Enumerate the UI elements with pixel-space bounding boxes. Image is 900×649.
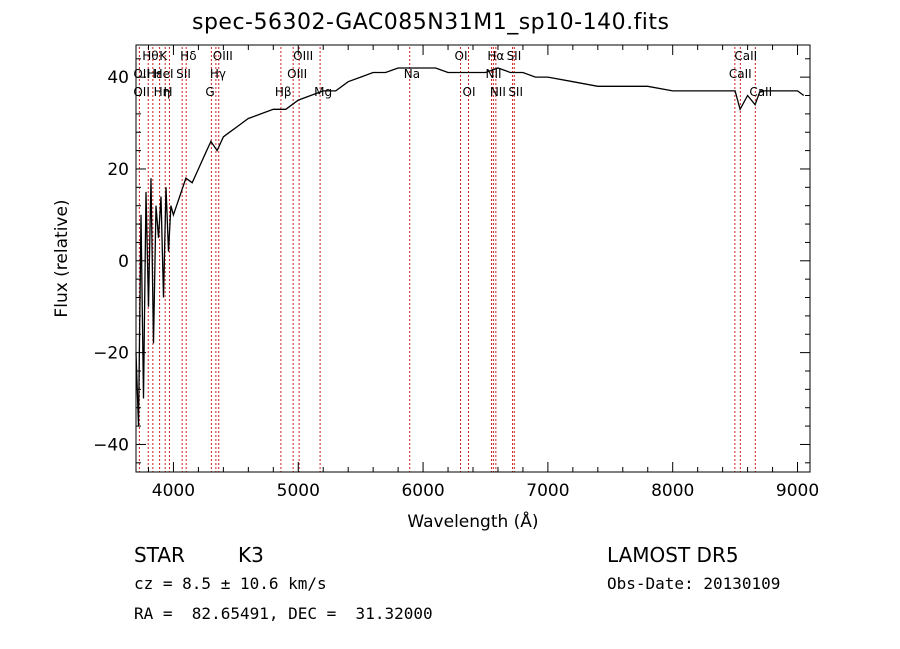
y-tick-label: −40 xyxy=(93,435,129,455)
line-label: OI xyxy=(463,85,476,99)
y-tick-label: 0 xyxy=(118,252,129,272)
line-label: CaII xyxy=(734,49,757,63)
line-label: CaII xyxy=(729,67,752,81)
y-tick-label: 20 xyxy=(107,160,129,180)
observation-date: Obs-Date: 20130109 xyxy=(607,574,781,593)
object-class: STAR xyxy=(134,543,185,567)
line-label: Hη xyxy=(154,85,171,99)
x-tick-label: 4000 xyxy=(152,481,195,501)
plot-frame xyxy=(135,44,811,473)
line-label: Hβ xyxy=(275,85,292,99)
line-label: Hδ xyxy=(180,49,196,63)
y-axis-label: Flux (relative) xyxy=(52,199,72,317)
line-label: NII xyxy=(490,85,506,99)
line-markers-layer xyxy=(138,47,756,472)
line-label: K xyxy=(159,49,168,63)
line-label: OIII xyxy=(287,67,307,81)
line-label: G xyxy=(205,85,214,99)
axes-layer: 4000 5000 6000 7000 8000 9000 −40 −20 0 20 40 Wavel… xyxy=(52,44,819,532)
line-label: SII xyxy=(176,67,191,81)
line-label: OIII xyxy=(213,49,233,63)
coordinates: RA = 82.65491, DEC = 31.32000 xyxy=(134,604,433,623)
spectrum-line xyxy=(135,67,805,427)
line-label: Hα xyxy=(487,49,504,63)
survey-name: LAMOST DR5 xyxy=(607,543,739,567)
line-label: OIII xyxy=(293,49,313,63)
y-tick-label: −20 xyxy=(93,344,129,364)
line-label: OI xyxy=(455,49,468,63)
x-tick-label: 8000 xyxy=(651,481,694,501)
redshift-velocity: cz = 8.5 ± 10.6 km/s xyxy=(134,574,327,593)
object-subclass: K3 xyxy=(238,543,264,567)
line-label: Hθ xyxy=(142,49,158,63)
x-tick-label: 5000 xyxy=(277,481,320,501)
line-label: CaII xyxy=(749,85,772,99)
line-label: SII xyxy=(507,49,522,63)
line-label: HeI xyxy=(154,67,174,81)
line-label: H xyxy=(163,85,172,99)
line-label: SII xyxy=(508,85,523,99)
x-tick-label: 7000 xyxy=(526,481,569,501)
y-tick-label: 40 xyxy=(107,68,129,88)
line-label: Hε xyxy=(147,67,163,81)
line-label: Mg xyxy=(314,85,332,99)
x-axis-label: Wavelength (Å) xyxy=(407,510,538,532)
spectrum-layer xyxy=(135,67,805,427)
x-tick-label: 6000 xyxy=(401,481,444,501)
x-tick-label: 9000 xyxy=(776,481,819,501)
line-label: Na xyxy=(404,67,420,81)
chart-title: spec-56302-GAC085N31M1_sp10-140.fits xyxy=(192,10,670,35)
line-label: Hγ xyxy=(210,67,226,81)
line-label: NII xyxy=(485,67,501,81)
